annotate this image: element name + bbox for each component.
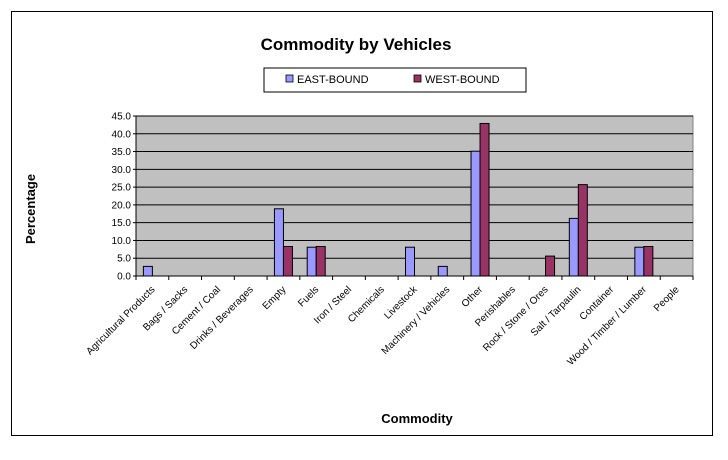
bar-east-bound-empty [273,208,284,277]
x-tick-label: Drinks / Beverages [188,284,256,352]
bar-west-bound-empty [282,245,293,277]
y-tick-label: 20.0 [112,200,132,211]
y-tick-label: 25.0 [112,183,132,194]
legend-box [263,67,527,93]
y-tick-label: 0.0 [117,272,131,283]
bar-east-bound-machinery-vehicles [437,265,448,277]
bar-west-bound-rock-stone-ores [545,255,556,277]
bar-east-bound-livestock [405,246,415,277]
bar-east-bound-agricultural-products [142,265,153,277]
chart: Commodity by Vehicles EAST-BOUND WEST-BO… [23,35,694,426]
y-tick-label: 5.0 [117,254,131,265]
bar-east-bound-other [470,150,481,277]
x-tick-label: Other [460,284,486,310]
y-tick-label: 10.0 [112,236,132,247]
bar-west-bound-fuels [315,245,326,277]
legend-swatch-east-bound [285,74,294,83]
y-tick-label: 15.0 [112,218,132,229]
chart-frame: Commodity by Vehicles EAST-BOUND WEST-BO… [11,11,713,436]
legend-swatch-west-bound [413,74,422,83]
bar-west-bound-other [479,122,490,277]
bar-west-bound-salt-tarpaulin [577,184,588,277]
y-tick-label: 40.0 [112,129,132,140]
bar-east-bound-wood-timber-lumber [634,246,645,277]
legend-label-west-bound: WEST-BOUND [425,74,500,86]
y-tick-label: 35.0 [112,147,132,158]
x-axis-title: Commodity [381,411,453,426]
bars [142,122,654,277]
y-tick-labels: 0.0 5.0 10.0 15.0 20.0 25.0 30.0 35.0 40.0 45.0 [112,112,132,283]
y-axis-title: Percentage [23,174,38,244]
bar-east-bound-salt-tarpaulin [568,217,579,277]
x-tick-label: Empty [261,284,289,312]
axes [135,116,694,280]
x-tick-label: People [652,284,682,314]
bar-east-bound-fuels [306,246,317,277]
y-tick-label: 30.0 [112,165,132,176]
legend: EAST-BOUND WEST-BOUND [263,67,527,93]
bar-west-bound-wood-timber-lumber [643,245,654,277]
y-tick-label: 45.0 [112,112,132,123]
x-tick-label: Fuels [296,284,321,309]
chart-title: Commodity by Vehicles [261,35,452,54]
legend-label-east-bound: EAST-BOUND [297,74,369,86]
